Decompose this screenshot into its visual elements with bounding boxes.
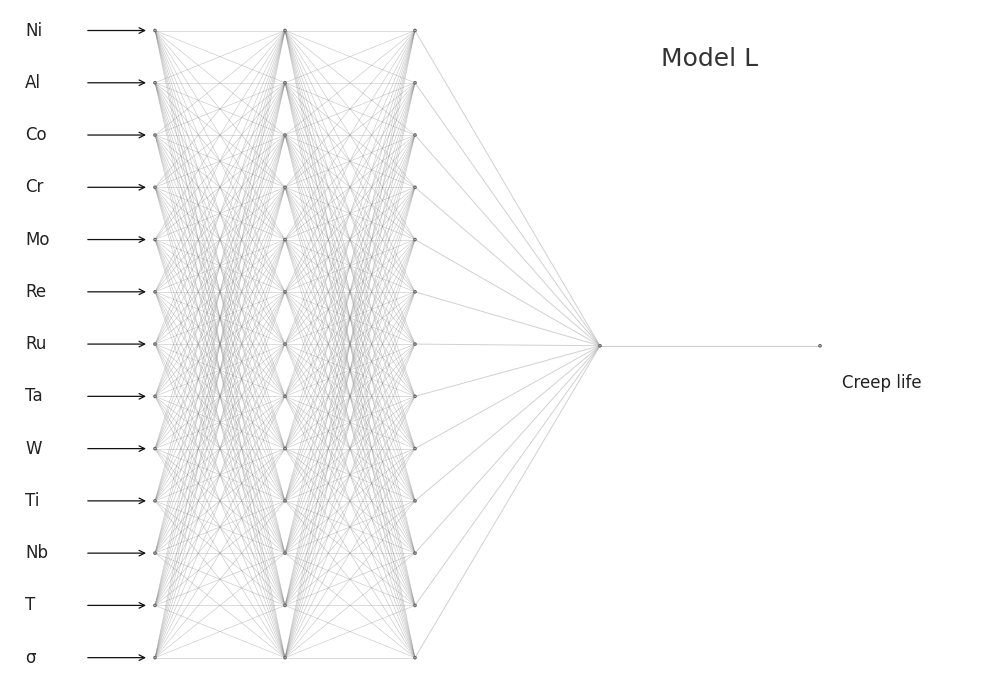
Circle shape — [414, 134, 416, 136]
Circle shape — [284, 395, 286, 397]
Circle shape — [414, 239, 416, 241]
Circle shape — [284, 29, 286, 32]
Circle shape — [284, 500, 286, 502]
Circle shape — [414, 500, 416, 502]
Circle shape — [414, 29, 416, 32]
Text: Ta: Ta — [25, 387, 43, 405]
Text: Cr: Cr — [25, 178, 43, 197]
Circle shape — [599, 344, 601, 347]
Circle shape — [284, 656, 286, 659]
Circle shape — [154, 239, 156, 241]
Circle shape — [154, 656, 156, 659]
Circle shape — [284, 604, 286, 607]
Text: Ni: Ni — [25, 22, 42, 39]
Text: Co: Co — [25, 126, 47, 144]
Circle shape — [284, 447, 286, 450]
Circle shape — [414, 656, 416, 659]
Circle shape — [414, 447, 416, 450]
Circle shape — [284, 186, 286, 188]
Circle shape — [154, 500, 156, 502]
Circle shape — [284, 239, 286, 241]
Text: T: T — [25, 597, 35, 614]
Circle shape — [154, 81, 156, 84]
Text: Creep life: Creep life — [842, 374, 922, 392]
Circle shape — [154, 395, 156, 397]
Circle shape — [414, 604, 416, 607]
Circle shape — [154, 343, 156, 345]
Text: σ: σ — [25, 649, 36, 666]
Circle shape — [154, 134, 156, 136]
Text: W: W — [25, 439, 42, 458]
Circle shape — [154, 447, 156, 450]
Text: Mo: Mo — [25, 231, 50, 249]
Circle shape — [414, 186, 416, 188]
Text: Re: Re — [25, 283, 46, 301]
Circle shape — [819, 344, 821, 347]
Text: Al: Al — [25, 74, 41, 92]
Circle shape — [154, 604, 156, 607]
Circle shape — [414, 291, 416, 293]
Circle shape — [284, 552, 286, 555]
Circle shape — [284, 134, 286, 136]
Circle shape — [414, 395, 416, 397]
Circle shape — [414, 552, 416, 555]
Circle shape — [154, 291, 156, 293]
Text: Ru: Ru — [25, 335, 46, 353]
Circle shape — [284, 343, 286, 345]
Circle shape — [154, 186, 156, 188]
Circle shape — [284, 81, 286, 84]
Circle shape — [154, 552, 156, 555]
Circle shape — [284, 291, 286, 293]
Text: Ti: Ti — [25, 492, 39, 510]
Text: Nb: Nb — [25, 544, 48, 562]
Circle shape — [414, 81, 416, 84]
Text: Model L: Model L — [661, 47, 759, 71]
Circle shape — [154, 29, 156, 32]
Circle shape — [414, 343, 416, 345]
